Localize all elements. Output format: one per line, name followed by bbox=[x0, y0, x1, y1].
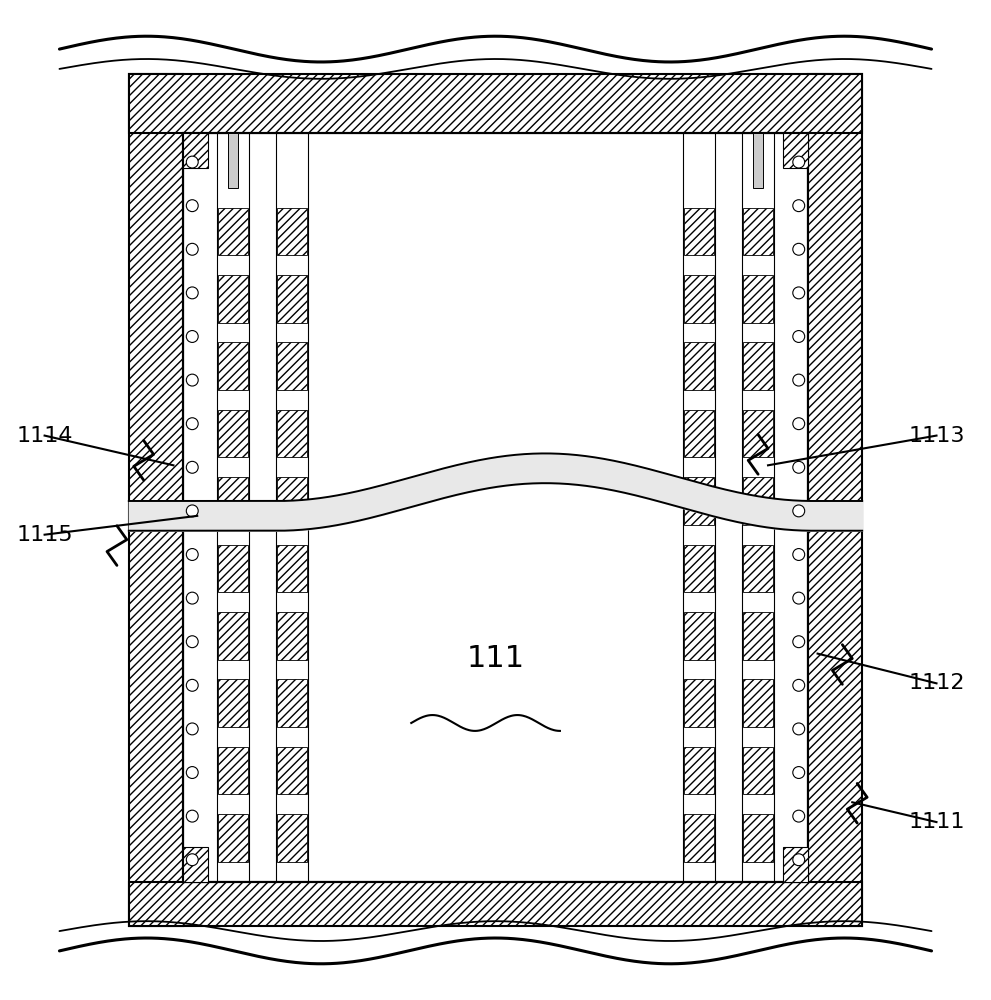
Text: 111: 111 bbox=[467, 644, 524, 673]
Circle shape bbox=[186, 592, 198, 604]
Bar bbox=[218, 208, 248, 255]
Bar bbox=[129, 74, 862, 133]
Bar bbox=[684, 208, 714, 255]
Circle shape bbox=[793, 767, 805, 778]
Bar bbox=[743, 612, 773, 660]
Bar bbox=[183, 133, 808, 882]
Circle shape bbox=[186, 243, 198, 255]
Circle shape bbox=[793, 549, 805, 560]
Text: 1111: 1111 bbox=[908, 812, 965, 832]
Text: 1112: 1112 bbox=[908, 673, 965, 693]
Bar bbox=[277, 545, 307, 592]
Bar bbox=[743, 814, 773, 862]
Circle shape bbox=[186, 549, 198, 560]
Bar bbox=[684, 275, 714, 323]
Bar bbox=[684, 612, 714, 660]
Bar bbox=[743, 477, 773, 525]
Bar bbox=[218, 747, 248, 794]
Bar bbox=[743, 342, 773, 390]
Bar bbox=[684, 679, 714, 727]
Circle shape bbox=[793, 331, 805, 342]
Bar bbox=[218, 275, 248, 323]
Circle shape bbox=[186, 331, 198, 342]
Circle shape bbox=[793, 505, 805, 517]
Bar bbox=[183, 847, 208, 882]
Bar bbox=[277, 747, 307, 794]
Circle shape bbox=[793, 592, 805, 604]
Text: 1115: 1115 bbox=[16, 525, 73, 545]
Bar bbox=[684, 747, 714, 794]
Bar bbox=[743, 410, 773, 457]
Circle shape bbox=[793, 287, 805, 299]
Bar bbox=[218, 410, 248, 457]
Bar bbox=[277, 208, 307, 255]
Circle shape bbox=[793, 723, 805, 735]
Bar bbox=[684, 342, 714, 390]
Bar bbox=[684, 814, 714, 862]
Bar bbox=[218, 477, 248, 525]
Bar bbox=[218, 679, 248, 727]
Bar bbox=[218, 342, 248, 390]
Bar bbox=[743, 545, 773, 592]
Bar bbox=[684, 545, 714, 592]
Circle shape bbox=[186, 461, 198, 473]
Circle shape bbox=[793, 418, 805, 430]
Text: 1114: 1114 bbox=[16, 426, 73, 446]
Bar bbox=[783, 847, 808, 882]
Bar bbox=[277, 814, 307, 862]
Bar bbox=[743, 679, 773, 727]
Circle shape bbox=[186, 505, 198, 517]
Circle shape bbox=[793, 156, 805, 168]
Circle shape bbox=[793, 374, 805, 386]
Bar bbox=[277, 342, 307, 390]
Bar bbox=[183, 133, 208, 168]
Bar bbox=[277, 477, 307, 525]
Circle shape bbox=[186, 287, 198, 299]
Circle shape bbox=[793, 200, 805, 212]
Circle shape bbox=[793, 810, 805, 822]
Bar bbox=[808, 74, 862, 926]
Circle shape bbox=[186, 810, 198, 822]
Bar bbox=[218, 545, 248, 592]
Bar bbox=[218, 612, 248, 660]
Circle shape bbox=[186, 854, 198, 866]
Circle shape bbox=[793, 679, 805, 691]
Circle shape bbox=[186, 723, 198, 735]
Circle shape bbox=[793, 636, 805, 648]
Circle shape bbox=[793, 243, 805, 255]
Circle shape bbox=[793, 854, 805, 866]
Bar bbox=[684, 410, 714, 457]
Circle shape bbox=[186, 156, 198, 168]
Bar bbox=[277, 679, 307, 727]
Circle shape bbox=[186, 418, 198, 430]
Bar bbox=[129, 74, 183, 926]
Bar bbox=[743, 747, 773, 794]
Bar bbox=[743, 275, 773, 323]
Bar bbox=[129, 882, 862, 926]
Bar bbox=[218, 814, 248, 862]
Bar bbox=[228, 133, 238, 188]
Bar bbox=[277, 410, 307, 457]
Circle shape bbox=[186, 636, 198, 648]
Bar bbox=[743, 208, 773, 255]
Bar bbox=[783, 133, 808, 168]
Circle shape bbox=[186, 374, 198, 386]
Bar bbox=[753, 133, 763, 188]
Bar bbox=[277, 612, 307, 660]
Bar bbox=[684, 477, 714, 525]
Circle shape bbox=[793, 461, 805, 473]
Circle shape bbox=[186, 679, 198, 691]
Circle shape bbox=[186, 200, 198, 212]
Bar bbox=[277, 275, 307, 323]
Text: 1113: 1113 bbox=[908, 426, 965, 446]
Circle shape bbox=[186, 767, 198, 778]
